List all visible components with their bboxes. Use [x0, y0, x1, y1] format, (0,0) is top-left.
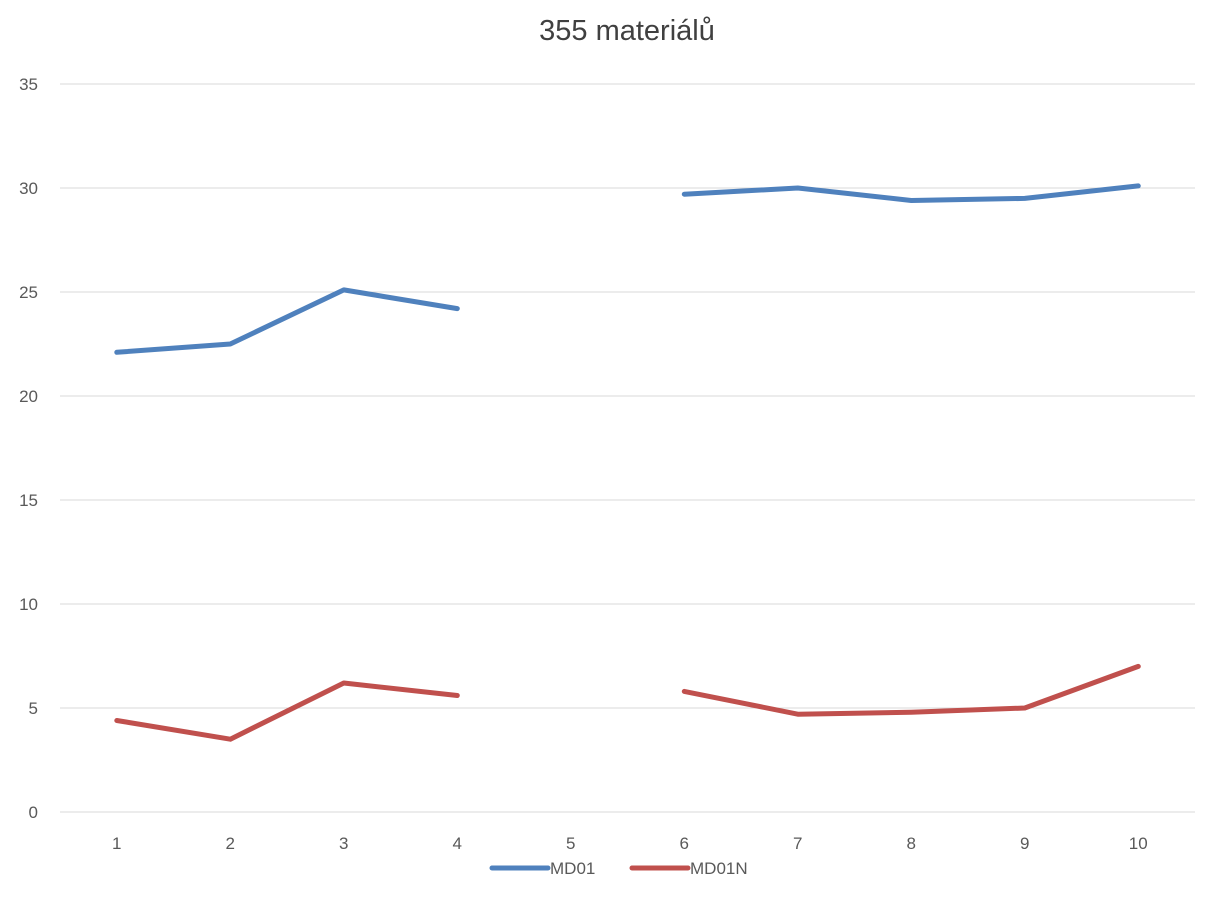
- series-md01n: [114, 663, 1141, 742]
- x-tick-label: 8: [907, 834, 916, 853]
- y-tick-label: 5: [29, 699, 38, 718]
- x-tick-label: 9: [1020, 834, 1029, 853]
- x-tick-label: 4: [453, 834, 462, 853]
- series-line-segment: [681, 183, 1141, 203]
- legend-item-md01: MD01: [489, 859, 595, 878]
- x-tick-label: 7: [793, 834, 802, 853]
- y-tick-label: 10: [19, 595, 38, 614]
- x-tick-label: 6: [680, 834, 689, 853]
- series-lines: [114, 183, 1141, 742]
- legend-item-md01n: MD01N: [629, 859, 748, 878]
- y-tick-label: 20: [19, 387, 38, 406]
- y-tick-label: 35: [19, 75, 38, 94]
- y-tick-label: 30: [19, 179, 38, 198]
- x-tick-label: 3: [339, 834, 348, 853]
- y-axis-tick-labels: 0 5 10 15 20 25 30 35: [19, 75, 38, 822]
- legend-label: MD01N: [690, 859, 748, 878]
- y-tick-label: 25: [19, 283, 38, 302]
- series-md01: [114, 183, 1141, 355]
- series-line-segment: [114, 680, 460, 742]
- x-tick-label: 1: [112, 834, 121, 853]
- y-tick-label: 0: [29, 803, 38, 822]
- x-tick-label: 10: [1129, 834, 1148, 853]
- legend: MD01 MD01N: [489, 859, 748, 878]
- x-tick-label: 5: [566, 834, 575, 853]
- legend-label: MD01: [550, 859, 595, 878]
- y-tick-label: 15: [19, 491, 38, 510]
- x-axis-tick-labels: 1 2 3 4 5 6 7 8 9 10: [112, 834, 1148, 853]
- gridlines: [60, 83, 1195, 813]
- chart-title: 355 materiálů: [539, 15, 715, 47]
- series-line-segment: [114, 287, 460, 355]
- x-tick-label: 2: [226, 834, 235, 853]
- series-line-segment: [681, 663, 1141, 717]
